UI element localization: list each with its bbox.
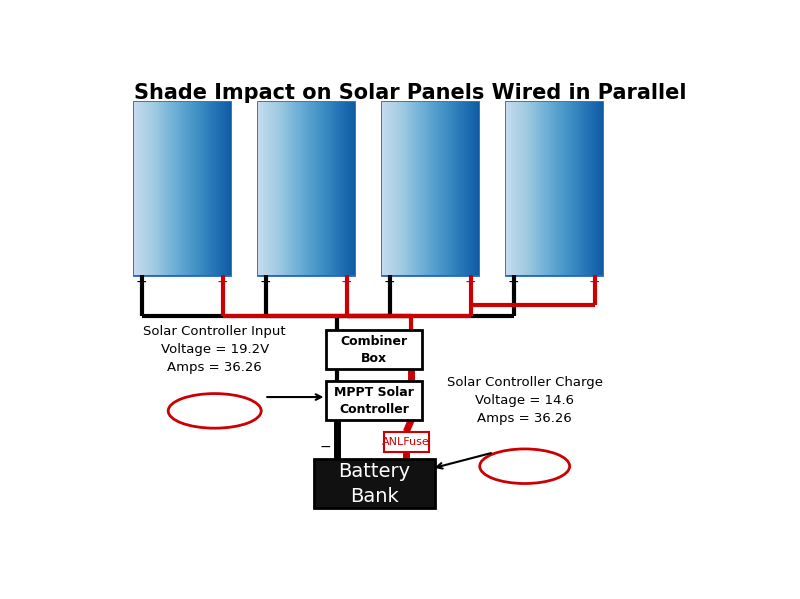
Bar	[326, 330, 422, 370]
Text: 200W
19.2V
10.42A: 200W 19.2V 10.42A	[408, 120, 462, 180]
Text: 200W
19.2V
10.42A: 200W 19.2V 10.42A	[532, 120, 586, 180]
Text: −: −	[384, 275, 395, 289]
Text: Shade Impact on Solar Panels Wired in Parallel: Shade Impact on Solar Panels Wired in Pa…	[134, 83, 686, 104]
Text: ANLFuse: ANLFuse	[382, 437, 430, 447]
Text: Solar Controller Charge
Voltage = 14.6
Amps = 36.26: Solar Controller Charge Voltage = 14.6 A…	[446, 376, 602, 425]
Bar	[326, 381, 422, 420]
Text: Solar Controller Input
Voltage = 19.2V
Amps = 36.26: Solar Controller Input Voltage = 19.2V A…	[143, 325, 286, 374]
Bar	[134, 102, 230, 275]
Text: 96W
19.2V
5A: 96W 19.2V 5A	[165, 120, 209, 180]
Text: +: +	[401, 440, 412, 454]
Text: +: +	[341, 275, 353, 289]
Ellipse shape	[138, 187, 198, 249]
Text: MPPT Solar
Controller: MPPT Solar Controller	[334, 386, 414, 416]
Bar	[258, 102, 354, 275]
Text: Battery
Bank: Battery Bank	[338, 461, 410, 506]
Text: +: +	[465, 275, 477, 289]
Text: +: +	[589, 275, 601, 289]
Text: 200W
19.2V
10.42A: 200W 19.2V 10.42A	[284, 120, 338, 180]
Text: −: −	[508, 275, 519, 289]
Text: +: +	[217, 275, 229, 289]
Text: Combiner
Box: Combiner Box	[341, 335, 408, 365]
Bar	[384, 432, 429, 452]
Bar	[506, 102, 602, 275]
Bar	[314, 459, 435, 508]
Text: −: −	[136, 275, 147, 289]
Ellipse shape	[145, 193, 181, 228]
Text: −: −	[260, 275, 271, 289]
Bar	[382, 102, 478, 275]
Text: −: −	[319, 440, 331, 454]
